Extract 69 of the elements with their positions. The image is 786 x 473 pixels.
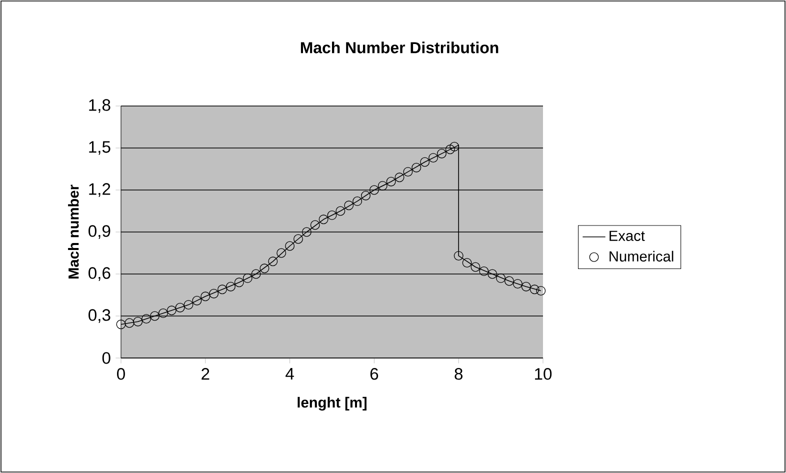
- legend-label: Exact: [610, 230, 645, 242]
- point: [361, 190, 370, 200]
- point: [209, 288, 219, 298]
- point: [133, 316, 143, 326]
- point: [445, 144, 455, 154]
- point: [116, 320, 126, 330]
- x-tick-label: 4: [286, 368, 294, 380]
- point: [512, 279, 522, 289]
- y-tick-label: 1,2: [89, 183, 110, 197]
- chart-title: Mach Number Distribution: [300, 42, 498, 54]
- point: [251, 269, 261, 279]
- point: [344, 200, 354, 210]
- point: [403, 167, 413, 177]
- point: [352, 196, 362, 206]
- point: [150, 311, 160, 321]
- x-tick-label: 0: [117, 368, 125, 380]
- point: [470, 262, 480, 272]
- point: [158, 308, 168, 318]
- point: [184, 300, 194, 310]
- point: [521, 282, 531, 292]
- point: [386, 176, 396, 186]
- point: [496, 273, 506, 283]
- point: [268, 256, 278, 266]
- point: [420, 157, 430, 167]
- point: [310, 220, 320, 230]
- y-tick-label: 0,3: [88, 309, 110, 323]
- y-tick-label: 0: [102, 352, 110, 364]
- point: [462, 258, 472, 268]
- point: [450, 142, 460, 152]
- point: [226, 282, 236, 292]
- point: [276, 248, 286, 258]
- point: [192, 296, 202, 306]
- point: [175, 302, 185, 312]
- y-tick-label: 1,8: [89, 99, 110, 113]
- point: [504, 276, 514, 286]
- x-tick-label: 2: [202, 368, 210, 380]
- point: [285, 241, 295, 251]
- point: [166, 306, 176, 316]
- point: [234, 278, 244, 288]
- point: [369, 185, 379, 195]
- x-axis-title: lenght [m]: [298, 396, 366, 411]
- point: [412, 162, 422, 172]
- x-tick-label: 6: [370, 368, 378, 380]
- point: [302, 227, 312, 237]
- x-tick-label: 10: [535, 368, 552, 380]
- point: [218, 284, 228, 294]
- point: [436, 148, 446, 158]
- point: [318, 214, 328, 224]
- point: [124, 318, 134, 328]
- point: [336, 206, 346, 216]
- point: [142, 314, 152, 324]
- point: [454, 251, 464, 261]
- point: [488, 269, 498, 279]
- y-tick-label: 0,6: [88, 267, 110, 281]
- point: [536, 286, 546, 296]
- x-tick-label: 8: [454, 368, 463, 380]
- point: [378, 181, 388, 191]
- point: [394, 172, 404, 182]
- point: [242, 273, 252, 283]
- y-tick-label: 0,9: [88, 225, 110, 239]
- point: [327, 210, 337, 220]
- point: [294, 234, 303, 244]
- point: [200, 292, 210, 302]
- point: [260, 264, 270, 274]
- point: [428, 153, 438, 163]
- legend-label: Numerical: [610, 250, 674, 262]
- y-tick-label: 1,5: [89, 141, 110, 155]
- y-axis-title: Mach number: [68, 184, 79, 279]
- point: [479, 266, 489, 276]
